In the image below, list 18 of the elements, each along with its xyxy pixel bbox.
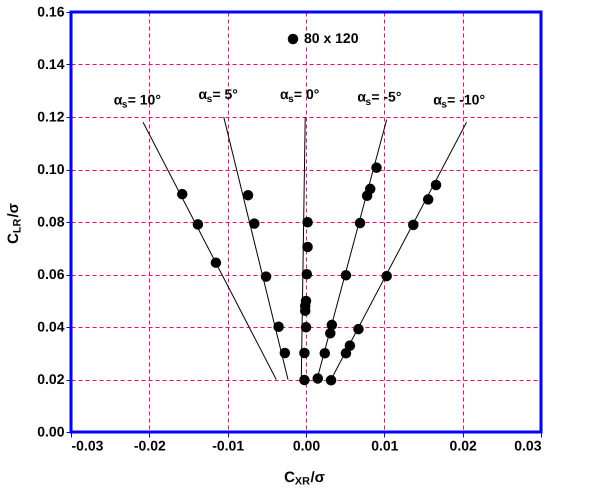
x-tick-label: 0.00 [292,438,320,454]
y-axis-title: CLR/σ [5,203,24,244]
x-tick-label: 0.02 [450,438,478,454]
y-tick-label: 0.14 [37,56,65,72]
y-tick-label: 0.06 [37,266,65,282]
y-tick-label: 0.04 [37,318,65,334]
y-tick-label: 0.00 [37,424,65,440]
y-tick-label: 0.02 [37,371,65,387]
y-tick-label: 0.16 [37,4,65,20]
y-tick-label: 0.08 [37,214,65,230]
x-tick-label: 0.01 [371,438,399,454]
x-tick-label: 0.03 [514,438,542,454]
legend-label: 80 x 120 [304,30,359,46]
x-tick-label: -0.02 [134,438,166,454]
y-tick-label: 0.10 [37,161,65,177]
x-tick-label: -0.01 [212,438,244,454]
y-tick-label: 0.12 [37,108,65,124]
x-tick-label: -0.03 [72,438,104,454]
